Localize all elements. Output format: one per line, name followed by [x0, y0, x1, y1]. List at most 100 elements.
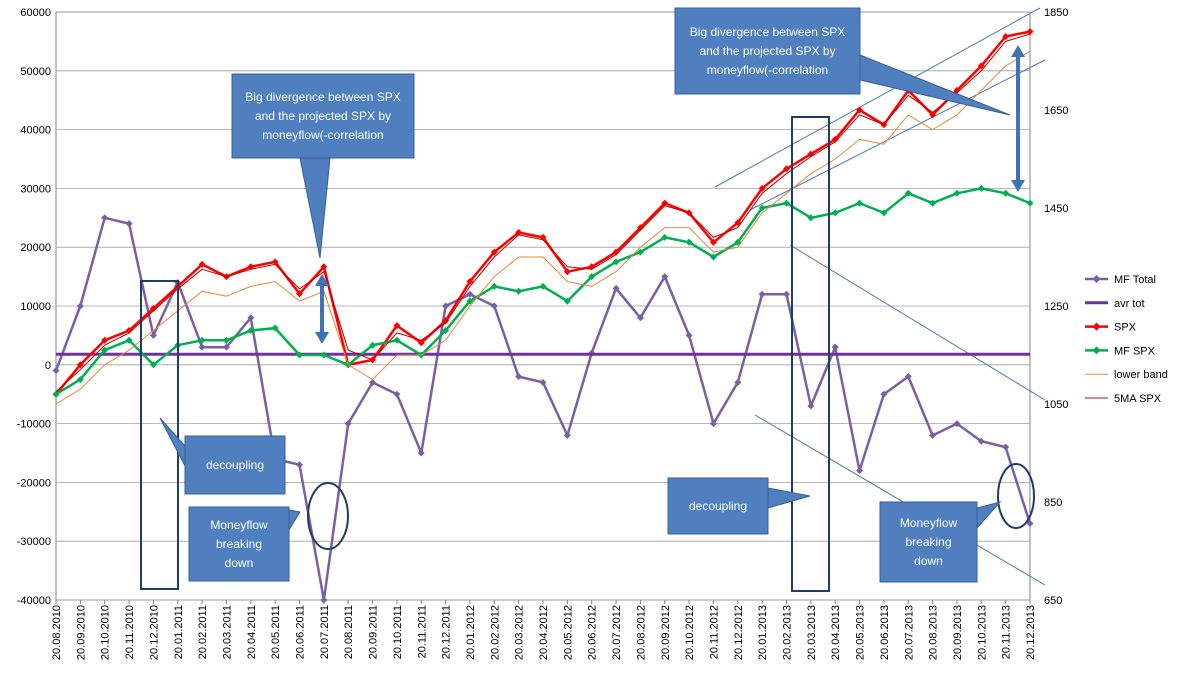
- data-point: [466, 278, 474, 285]
- callout-text: Moneyflow: [210, 518, 268, 532]
- data-point: [296, 461, 303, 469]
- data-point: [904, 373, 912, 381]
- legend-label: MF SPX: [1114, 345, 1156, 357]
- data-point: [466, 290, 474, 298]
- data-point: [393, 322, 401, 330]
- trend-line: [754, 414, 1046, 586]
- data-point: [758, 290, 766, 298]
- data-point: [101, 336, 109, 344]
- data-point: [1002, 33, 1010, 40]
- x-tick: 20.08.2012: [635, 605, 647, 660]
- callout-text: breaking: [216, 537, 262, 551]
- arrow-head: [315, 274, 329, 286]
- data-point: [563, 268, 571, 276]
- x-tick: 20.10.2011: [392, 605, 404, 659]
- data-point: [417, 339, 425, 347]
- x-tick: 20.03.2011: [221, 605, 233, 659]
- x-tick: 20.10.2012: [684, 605, 696, 660]
- y-left-tick: 60000: [20, 7, 51, 19]
- data-point: [76, 361, 84, 369]
- x-tick: 20.08.2010: [51, 605, 63, 660]
- data-point: [685, 331, 693, 339]
- data-point: [539, 378, 547, 386]
- data-point: [709, 253, 717, 261]
- series-5ma-spx: [55, 33, 1031, 393]
- data-point: [76, 376, 84, 383]
- x-tick: 20.04.2011: [246, 605, 258, 659]
- callout-text: Moneyflow: [900, 516, 958, 530]
- y-left-tick: -10000: [17, 419, 51, 431]
- x-tick: 20.06.2011: [295, 605, 307, 659]
- data-point: [515, 373, 523, 381]
- callout: Big divergence between SPX and the projec…: [674, 7, 1011, 116]
- callout-text: and the projected SPX by: [699, 44, 835, 58]
- y-right-tick: 1650: [1044, 105, 1068, 117]
- series-lower-band: [55, 50, 1031, 405]
- callout-text: decoupling: [206, 458, 264, 472]
- callout-box: [184, 435, 286, 495]
- callout-box: [667, 477, 769, 535]
- data-point: [442, 327, 450, 334]
- callout: Moneyflow breaking down: [188, 506, 301, 582]
- callout-text: moneyflow(-correlation: [707, 63, 828, 77]
- data-point: [125, 327, 133, 334]
- data-point: [880, 390, 888, 398]
- data-point: [52, 367, 60, 375]
- data-point: [101, 214, 109, 222]
- callout-text: down: [914, 554, 943, 568]
- data-point: [661, 233, 669, 241]
- x-tick: 20.09.2011: [368, 605, 380, 659]
- data-point: [831, 343, 839, 351]
- y-left-tick: 40000: [20, 125, 51, 137]
- x-tick: 20.12.2012: [733, 605, 745, 660]
- y-left-tick: 10000: [20, 301, 51, 313]
- data-point: [490, 248, 498, 256]
- y-left-tick: 30000: [20, 183, 51, 195]
- series-mf-spx: [52, 184, 1034, 398]
- callout-text: Big divergence between SPX: [245, 90, 400, 104]
- data-point: [904, 189, 912, 197]
- y-left-tick: -40000: [17, 595, 51, 607]
- trend-line: [714, 7, 1041, 188]
- data-point: [52, 390, 60, 398]
- callout-pointer: [288, 509, 301, 532]
- decoupling-boxes: [140, 116, 1035, 592]
- series-group: [52, 28, 1034, 604]
- legend-marker: [1092, 275, 1101, 283]
- legend-item: MF SPX: [1085, 345, 1156, 357]
- callout: decoupling: [159, 417, 286, 495]
- x-tick: 20.05.2012: [562, 605, 574, 660]
- arrow-head: [1011, 180, 1025, 192]
- callout-box: [231, 73, 415, 159]
- divergence-arrows: [315, 45, 1025, 344]
- data-point: [247, 327, 255, 334]
- data-point: [612, 258, 620, 266]
- data-point: [490, 302, 498, 310]
- data-point: [417, 449, 425, 457]
- legend-label: 5MA SPX: [1114, 393, 1162, 405]
- x-tick: 20.08.2011: [343, 605, 355, 659]
- data-point: [783, 290, 790, 298]
- data-point: [320, 351, 328, 359]
- x-tick: 20.01.2011: [173, 605, 185, 659]
- series-mf-total: [52, 214, 1034, 604]
- axes: 60000 50000 40000 30000 20000 10000 0 -10000 -20…: [17, 7, 1069, 660]
- x-tick: 20.07.2013: [903, 605, 915, 660]
- data-point: [612, 284, 620, 292]
- x-tick: 20.11.2013: [1001, 605, 1013, 659]
- data-point: [320, 263, 328, 271]
- callout: Moneyflow breaking down: [879, 501, 1002, 583]
- data-point: [198, 336, 206, 344]
- legend-marker: [1092, 346, 1101, 355]
- data-point: [271, 324, 279, 332]
- data-point: [1026, 199, 1034, 207]
- callout-text: down: [225, 556, 254, 570]
- x-tick: 20.08.2013: [928, 605, 940, 660]
- data-point: [685, 238, 693, 246]
- data-point: [442, 317, 450, 325]
- legend-label: lower band: [1114, 369, 1168, 381]
- x-tick: 20.01.2012: [465, 605, 477, 660]
- data-point: [953, 86, 961, 94]
- x-tick: 20.10.2013: [976, 605, 988, 660]
- data-point: [636, 314, 644, 322]
